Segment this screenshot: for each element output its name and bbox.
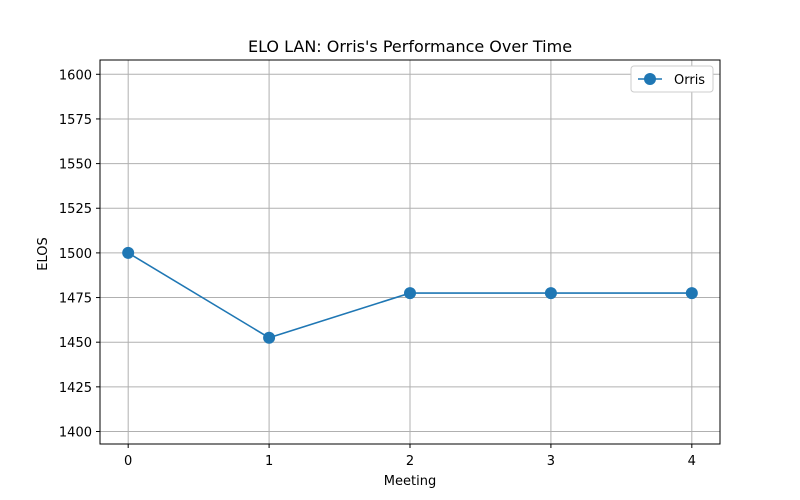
y-tick-label: 1500: [59, 247, 92, 262]
y-tick-label: 1575: [59, 113, 92, 128]
x-tick-label: 3: [547, 454, 555, 469]
legend-label-orris: Orris: [674, 73, 705, 88]
legend: Orris: [630, 65, 714, 93]
y-tick-label: 1450: [59, 336, 92, 351]
chart-title: ELO LAN: Orris's Performance Over Time: [248, 37, 572, 56]
y-tick-label: 1425: [59, 381, 92, 396]
x-tick-label: 4: [688, 454, 696, 469]
x-tick-label: 2: [406, 454, 414, 469]
grid: [100, 60, 720, 444]
data-point-orris: [122, 246, 135, 259]
y-tick-label: 1475: [59, 292, 92, 307]
y-tick-label: 1525: [59, 202, 92, 217]
legend-frame: [630, 65, 714, 93]
y-axis: 1400 1425 1450 1475 1500 1525 1550 1575 1600: [59, 68, 100, 440]
y-tick-label: 1600: [59, 68, 92, 83]
y-axis-title: ELOS: [36, 237, 51, 270]
series-layer: [122, 246, 698, 344]
x-axis: 0 1 2 3 4: [124, 444, 696, 469]
x-tick-label: 0: [124, 454, 132, 469]
y-tick-label: 1400: [59, 425, 92, 440]
x-axis-title: Meeting: [384, 474, 436, 489]
data-point-orris: [685, 287, 698, 300]
data-point-orris: [544, 287, 557, 300]
data-point-orris: [263, 331, 276, 344]
x-tick-label: 1: [265, 454, 273, 469]
legend-marker-orris: [644, 73, 656, 85]
data-point-orris: [404, 287, 416, 300]
y-tick-label: 1550: [59, 158, 92, 173]
